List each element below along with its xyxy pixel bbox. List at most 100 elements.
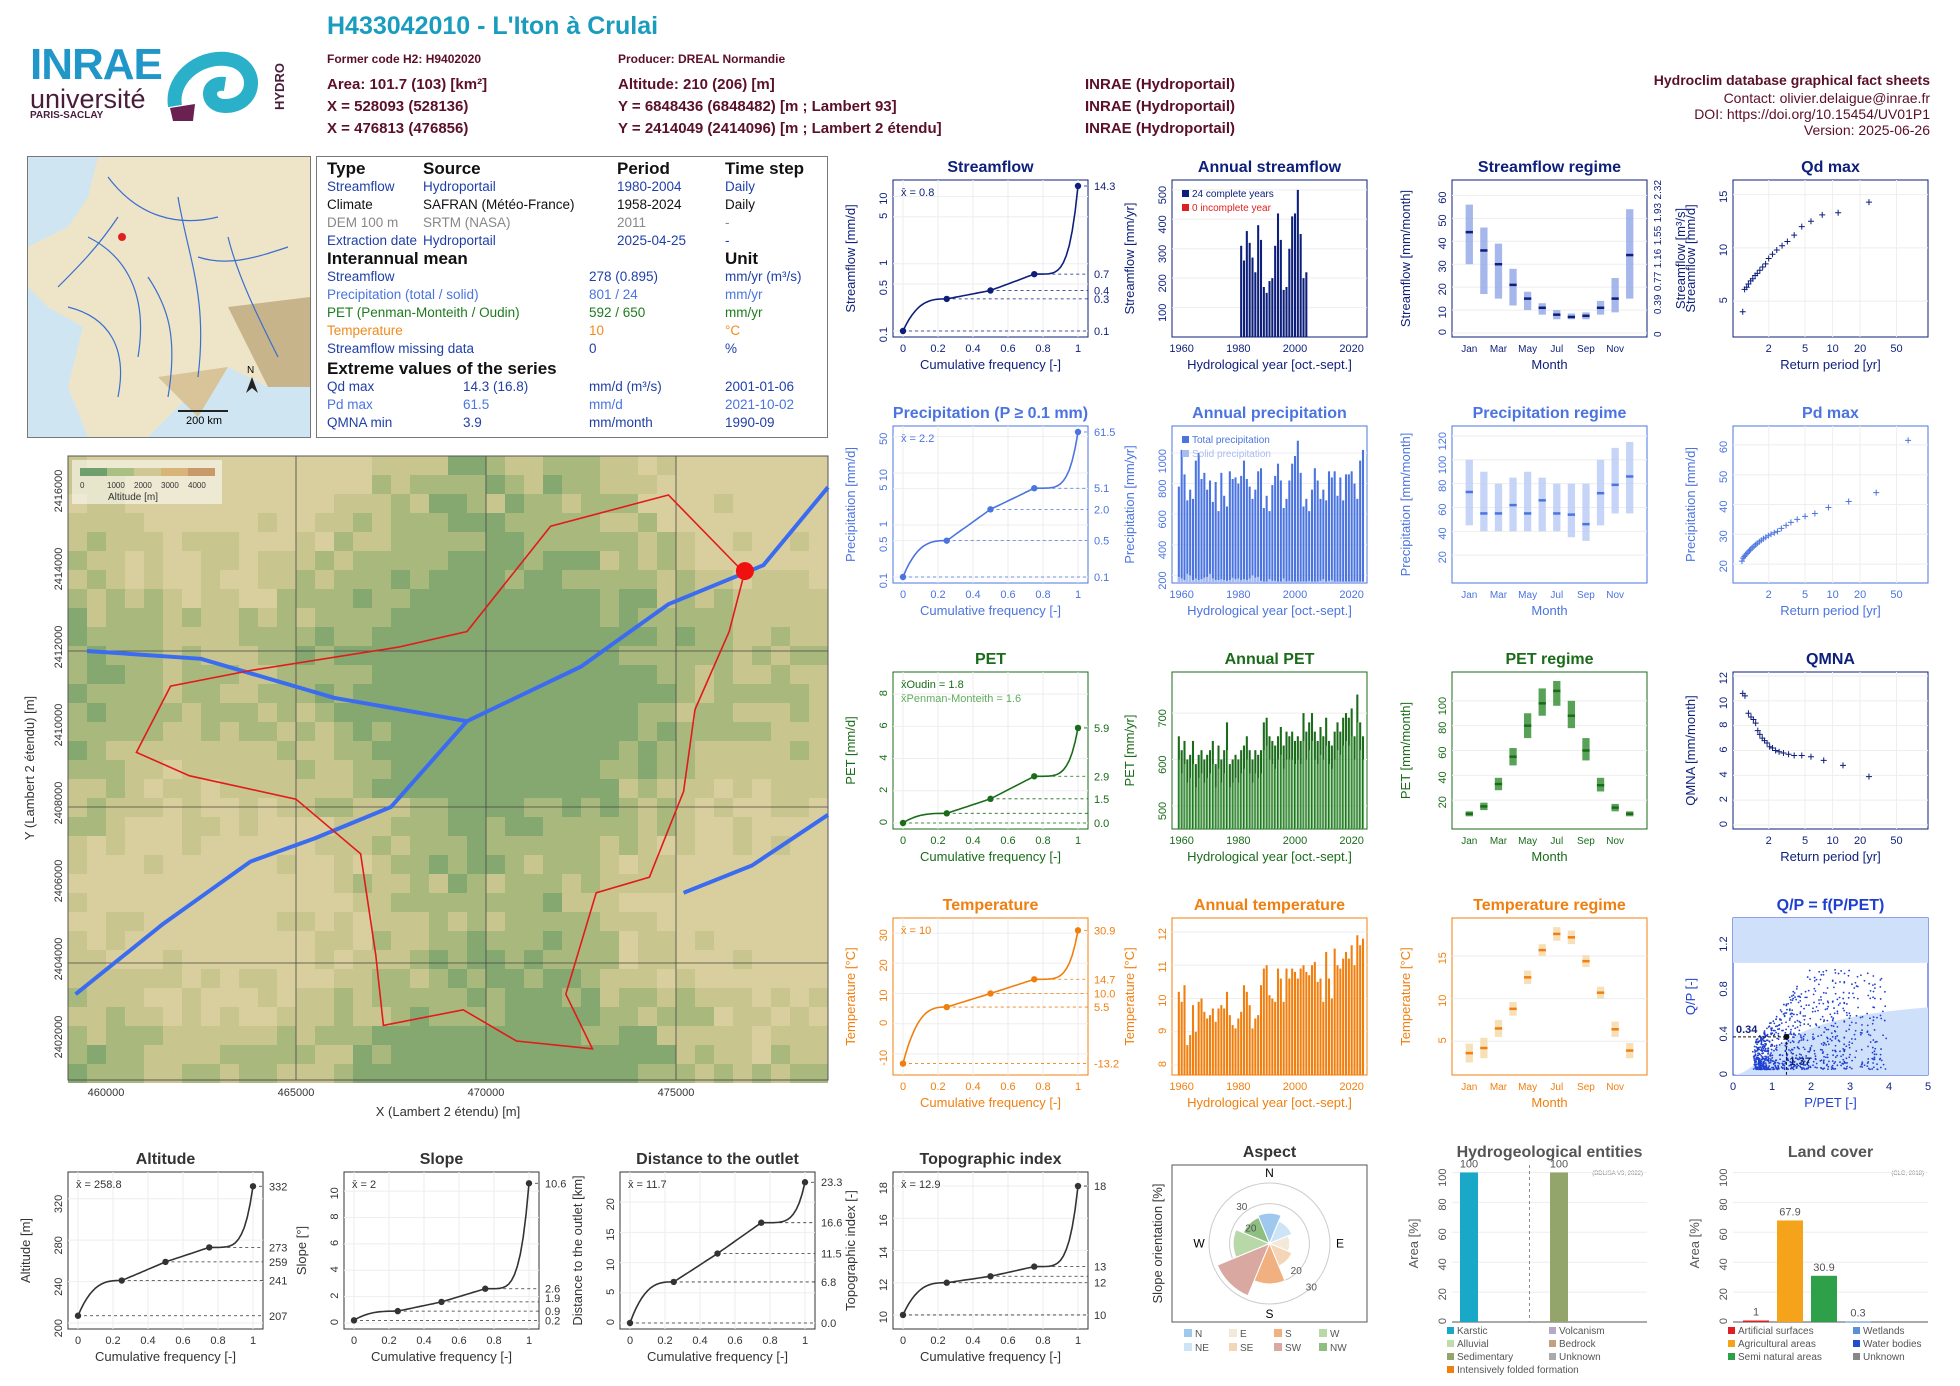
terrain-cell: [581, 532, 600, 551]
year-bar: [1296, 978, 1299, 1075]
terrain-cell: [486, 532, 505, 551]
terrain-cell: [277, 779, 296, 798]
terrain-cell: [581, 836, 600, 855]
qp-point: [1773, 1022, 1776, 1025]
y-tick-label: 20: [1718, 1288, 1730, 1300]
year-bar: [1271, 740, 1274, 829]
terrain-cell: [372, 494, 391, 513]
terrain-cell: [315, 703, 334, 722]
terrain-cell: [239, 722, 258, 741]
terrain-cell: [695, 703, 714, 722]
terrain-cell: [258, 817, 277, 836]
year-bar: [1319, 978, 1322, 1075]
terrain-cell: [334, 684, 353, 703]
month-label: Sep: [1577, 1082, 1595, 1093]
terrain-cell: [239, 703, 258, 722]
terrain-cell: [638, 855, 657, 874]
terrain-cell: [277, 456, 296, 475]
terrain-cell: [182, 646, 201, 665]
qp-point: [1814, 1023, 1817, 1025]
qp-point: [1767, 1059, 1770, 1062]
terrain-cell: [695, 1045, 714, 1064]
data-point: [1778, 525, 1785, 532]
chart-title: Annual streamflow: [1198, 159, 1342, 176]
terrain-cell: [714, 703, 733, 722]
y-tick-label: 2410000: [53, 704, 65, 747]
step-header: Time step: [725, 159, 805, 178]
legend-swatch: [1182, 436, 1189, 443]
terrain-cell: [106, 1064, 125, 1083]
qp-point: [1813, 976, 1816, 979]
qp-point: [1874, 1041, 1877, 1043]
terrain-cell: [809, 722, 828, 741]
qp-point: [1783, 1068, 1786, 1071]
qp-point: [1792, 990, 1795, 993]
year-bar: [1353, 736, 1356, 829]
terrain-cell: [676, 931, 695, 950]
qp-point: [1763, 1068, 1766, 1071]
terrain-cell: [733, 475, 752, 494]
qp-point: [1759, 1063, 1762, 1066]
year-bar: [1285, 731, 1288, 829]
chart-title: Annual temperature: [1194, 897, 1345, 914]
chart-landcover: Land cover(CLC, 2018)Area [%]02040608010…: [1687, 1144, 1928, 1363]
qp-point: [1855, 1050, 1858, 1052]
terrain-cell: [163, 570, 182, 589]
terrain-cell: [600, 703, 619, 722]
terrain-cell: [315, 855, 334, 874]
y2-axis-label: Streamflow [m³/s]: [1673, 208, 1688, 309]
terrain-cell: [486, 513, 505, 532]
terrain-cell: [144, 494, 163, 513]
qp-point: [1768, 1022, 1771, 1025]
qp-point: [1765, 1056, 1768, 1059]
terrain-cell: [448, 627, 467, 646]
mean-value: 0: [589, 341, 597, 356]
qp-point: [1775, 1059, 1778, 1062]
year-bar: [1279, 727, 1282, 829]
qp-point: [1759, 1062, 1762, 1065]
map-scale: 200 km: [186, 415, 222, 427]
qp-point: [1760, 1043, 1763, 1046]
qp-point: [1761, 1038, 1764, 1041]
terrain-cell: [809, 475, 828, 494]
cumulative-curve: [77, 1186, 254, 1317]
terrain-cell: [410, 570, 429, 589]
x-tick-label: 0.8: [210, 1335, 225, 1347]
qp-point: [1800, 1036, 1803, 1039]
terrain-cell: [562, 570, 581, 589]
x-tick-label: 0.4: [416, 1335, 431, 1347]
year-bar: [1342, 500, 1345, 583]
terrain-cell: [163, 627, 182, 646]
year-bar: [1225, 722, 1229, 829]
legend-label: NE: [1195, 1343, 1209, 1354]
year-bar: [1274, 1001, 1277, 1075]
terrain-cell: [296, 779, 315, 798]
month-label: Sep: [1577, 344, 1595, 355]
regime-band: [1611, 1021, 1619, 1037]
terrain-cell: [676, 760, 695, 779]
terrain-cell: [600, 1007, 619, 1026]
year-bar: [1217, 745, 1220, 829]
terrain-cell: [562, 1007, 581, 1026]
terrain-cell: [277, 1045, 296, 1064]
qp-point: [1770, 1022, 1772, 1024]
info-type: Streamflow: [327, 179, 395, 194]
terrain-cell: [296, 703, 315, 722]
qp-point: [1829, 1038, 1832, 1040]
terrain-cell: [315, 570, 334, 589]
quantile-point: [943, 1279, 950, 1286]
terrain-cell: [182, 627, 201, 646]
year-bar: [1234, 754, 1237, 829]
qp-point: [1780, 1066, 1783, 1069]
y-tick-label: 0: [329, 1319, 341, 1325]
mean-label: x̄ = 0.8: [901, 187, 934, 199]
year-bar: [1191, 498, 1195, 583]
terrain-cell: [429, 513, 448, 532]
qp-point: [1827, 1005, 1830, 1008]
extreme-header: Extreme values of the series: [327, 359, 557, 378]
x-tick-label: 0.6: [175, 1335, 190, 1347]
terrain-cell: [524, 1007, 543, 1026]
terrain-cell: [619, 1064, 638, 1083]
terrain-cell: [809, 513, 828, 532]
